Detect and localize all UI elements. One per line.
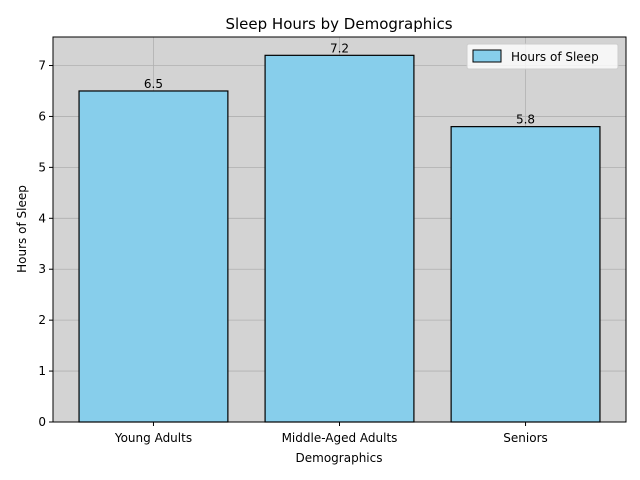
y-tick-label: 2 <box>38 313 46 327</box>
bars <box>78 54 601 423</box>
y-tick-label: 0 <box>38 415 46 429</box>
legend-label: Hours of Sleep <box>511 50 599 64</box>
bar <box>264 54 415 423</box>
y-tick-label: 5 <box>38 160 46 174</box>
bar-value-label: 7.2 <box>330 41 349 55</box>
y-tick-label: 3 <box>38 262 46 276</box>
x-axis-ticks: Young Adults Middle-Aged Adults Seniors <box>114 422 548 445</box>
bar-value-label: 5.8 <box>516 113 535 127</box>
data-labels: 6.5 7.2 5.8 <box>144 41 535 126</box>
legend-swatch <box>472 49 502 63</box>
bar <box>450 126 601 423</box>
x-axis-label: Demographics <box>296 451 383 465</box>
x-tick-label: Seniors <box>503 431 547 445</box>
legend-box <box>466 43 619 70</box>
x-tick-label: Middle-Aged Adults <box>282 431 398 445</box>
x-tick-label: Young Adults <box>114 431 192 445</box>
y-tick-label: 1 <box>38 364 46 378</box>
y-tick-label: 6 <box>38 109 46 123</box>
bar <box>78 90 229 423</box>
bar-value-label: 6.5 <box>144 77 163 91</box>
y-axis-label: Hours of Sleep <box>15 185 29 273</box>
y-axis-ticks: 0 1 2 3 4 5 6 7 <box>38 59 53 429</box>
y-tick-label: 7 <box>38 59 46 73</box>
legend: Hours of Sleep <box>466 43 619 70</box>
y-tick-label: 4 <box>38 211 46 225</box>
chart-title: Sleep Hours by Demographics <box>225 15 452 33</box>
